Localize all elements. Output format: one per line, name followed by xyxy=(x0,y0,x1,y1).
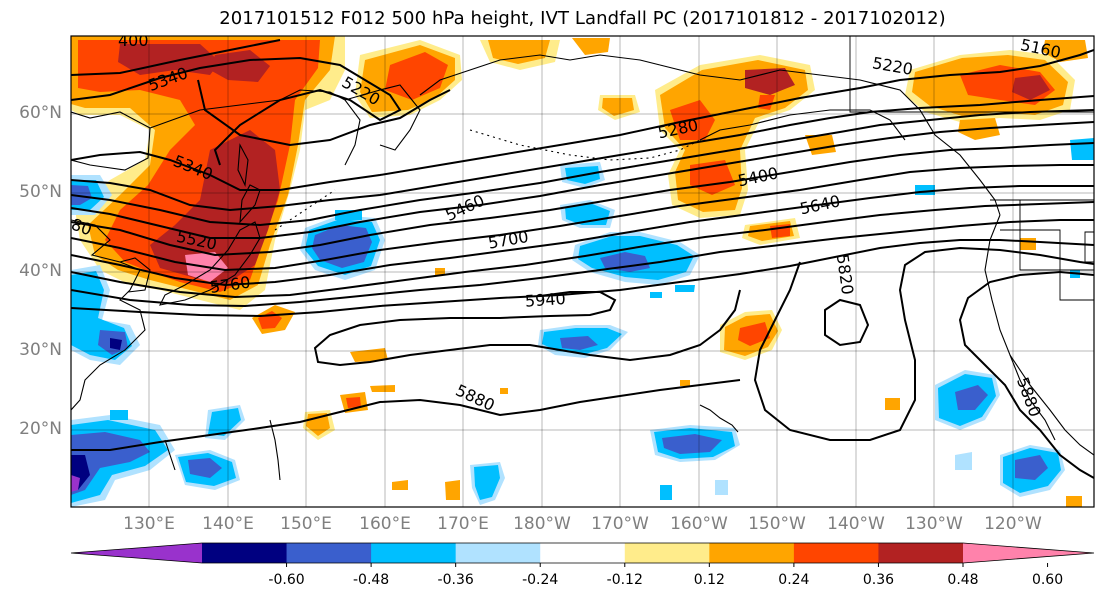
lon-label: 170°E xyxy=(437,514,489,534)
lon-label: 130°E xyxy=(123,514,175,534)
colorbar-segment xyxy=(624,543,710,563)
colorbar-tick-label: -0.36 xyxy=(437,572,474,588)
colorbar-segment xyxy=(371,543,457,563)
colorbar-extend-low xyxy=(71,543,202,563)
lon-label: 160°E xyxy=(359,514,411,534)
colorbar-tick-label: 0.24 xyxy=(778,572,810,588)
lon-label: 130°W xyxy=(905,514,963,534)
lat-label: 60°N xyxy=(19,103,62,123)
colorbar-segment xyxy=(286,543,372,563)
lon-label: 160°W xyxy=(670,514,728,534)
colorbar-tick-label: -0.12 xyxy=(606,572,643,588)
colorbar-extend-high xyxy=(963,543,1094,563)
lat-label: 30°N xyxy=(19,340,62,360)
colorbar-segment xyxy=(878,543,964,563)
colorbar-tick-label: -0.48 xyxy=(352,572,390,588)
colorbar-tick-label: -0.60 xyxy=(268,572,305,588)
colorbar-tick-label: 0.60 xyxy=(1031,572,1064,588)
colorbar-segment xyxy=(455,543,541,563)
political-boundaries xyxy=(849,36,1094,301)
contour-label: 80 xyxy=(69,215,95,240)
contour-label: 5940 xyxy=(524,289,566,311)
lon-label: 170°W xyxy=(591,514,649,534)
lon-label: 150°W xyxy=(748,514,806,534)
colorbar-segment xyxy=(793,543,879,563)
lon-label: 140°E xyxy=(202,514,254,534)
lat-label: 50°N xyxy=(19,182,62,202)
ivt-negative-shading xyxy=(71,138,1094,507)
colorbar-tick-label: 0.12 xyxy=(693,572,725,588)
lon-label: 140°W xyxy=(827,514,885,534)
lon-label: 120°W xyxy=(984,514,1042,534)
lon-label: 180°W xyxy=(513,514,571,534)
lon-label: 150°E xyxy=(280,514,332,534)
colorbar-tick-label: 0.48 xyxy=(947,572,979,588)
lat-label: 20°N xyxy=(19,419,62,439)
colorbar-segment xyxy=(709,543,795,563)
height-contours xyxy=(71,39,1094,479)
colorbar-tick-label: -0.24 xyxy=(522,572,559,588)
ivt-positive-shading xyxy=(71,36,1088,507)
colorbar-segment xyxy=(540,543,626,563)
colorbar-tick-label: 0.36 xyxy=(862,572,895,588)
lat-label: 40°N xyxy=(19,261,62,281)
map-frame xyxy=(70,35,1095,508)
map-title: 2017101512 F012 500 hPa height, IVT Land… xyxy=(219,8,946,29)
colorbar xyxy=(70,542,1095,567)
contour-label: 400 xyxy=(118,31,149,50)
colorbar-segment xyxy=(202,543,288,563)
colorbar-outline xyxy=(70,542,1095,564)
